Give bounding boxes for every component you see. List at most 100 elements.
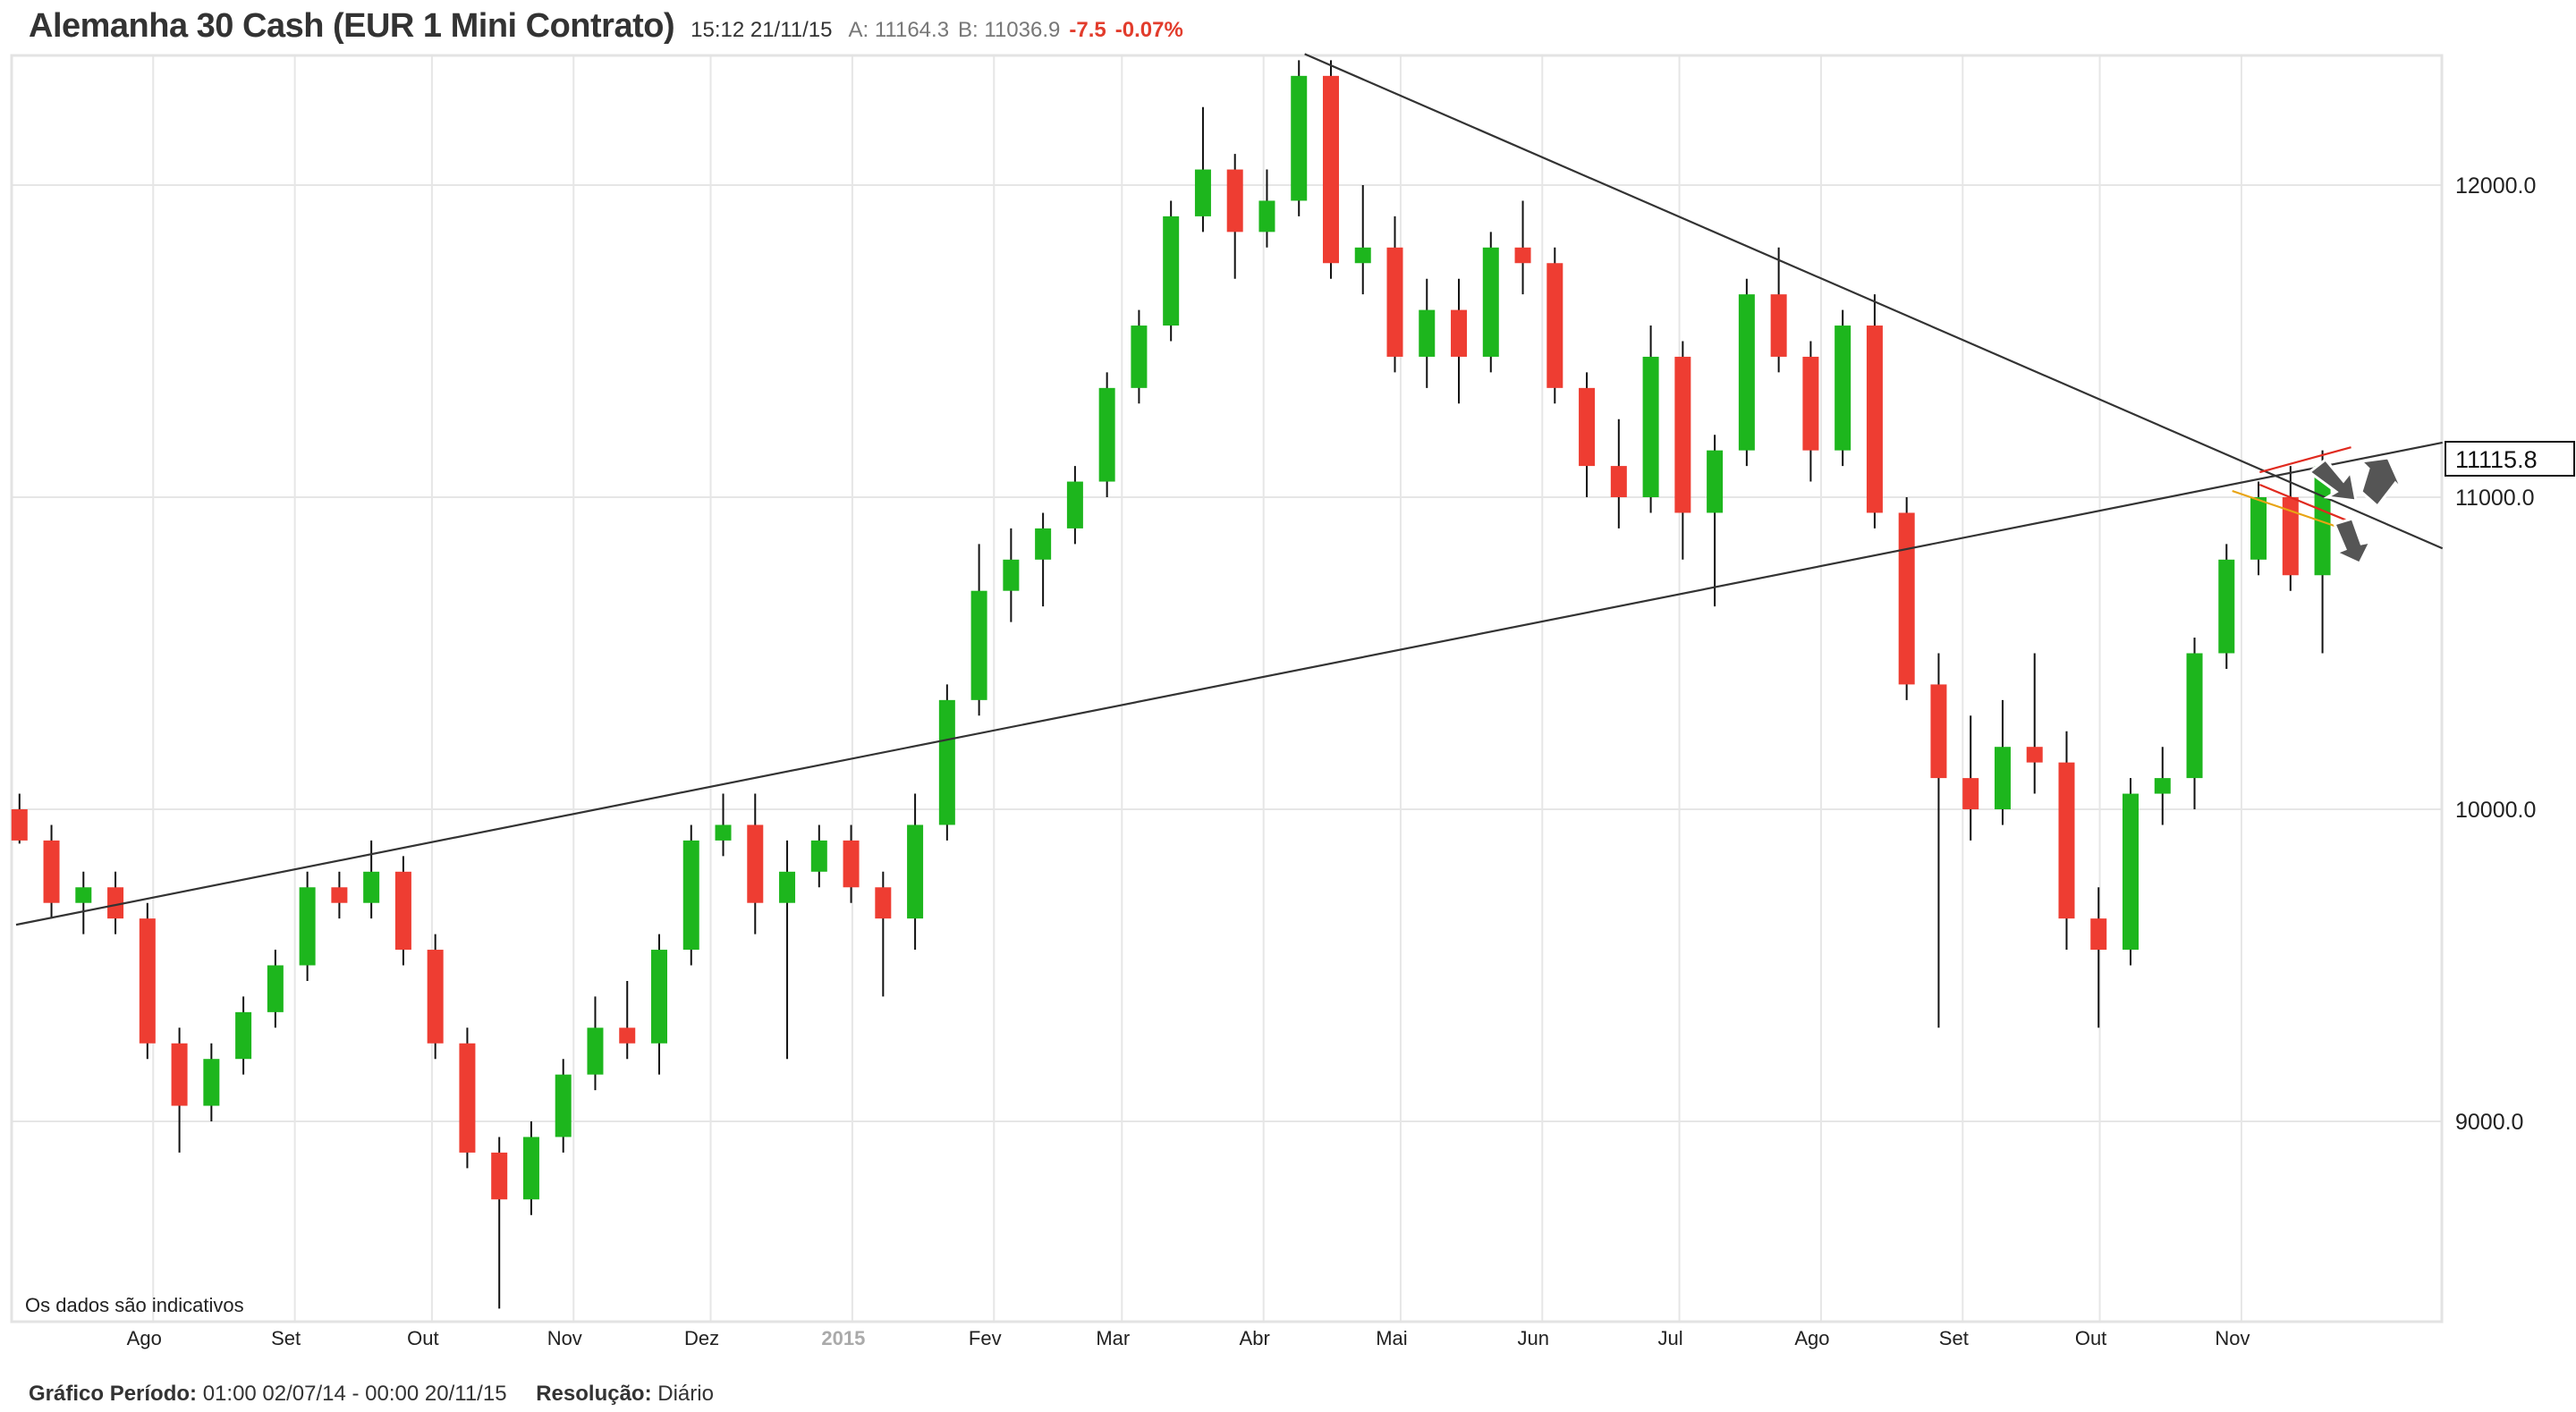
price-change: -7.5 [1069, 18, 1106, 42]
candle-up [907, 824, 924, 919]
quote-time: 15:12 21/11/15 [691, 18, 833, 42]
candle-down [2090, 918, 2107, 951]
candle-down [1226, 169, 1243, 233]
x-tick-label: Mar [1096, 1327, 1130, 1349]
x-tick-label: Jul [1658, 1327, 1683, 1349]
x-tick-label: Jun [1518, 1327, 1549, 1349]
candle-up [1835, 326, 1852, 451]
candle-down [2058, 762, 2075, 919]
x-tick-label: Out [407, 1327, 438, 1349]
trendline [1304, 53, 2444, 550]
x-tick-label: Abr [1240, 1327, 1270, 1349]
candle-up [1642, 356, 1659, 497]
candle-up [938, 699, 955, 825]
candle-down [875, 887, 892, 919]
x-tick-label: Out [2075, 1327, 2106, 1349]
x-tick-label: Ago [1794, 1327, 1829, 1349]
y-tick-label: 12000.0 [2455, 173, 2536, 199]
candle-down [1322, 75, 1339, 264]
candle-down [1962, 778, 1979, 809]
x-tick-label: 2015 [821, 1327, 865, 1349]
candle-up [1035, 528, 1052, 560]
candle-up [970, 590, 987, 700]
candle-down [2026, 747, 2043, 763]
candle-down [747, 824, 764, 903]
candle-up [267, 965, 284, 1012]
candle-up [235, 1011, 252, 1060]
resolution-value: Diário [657, 1382, 714, 1406]
x-tick-label: Fev [969, 1327, 1002, 1349]
x-tick-label: Mai [1376, 1327, 1407, 1349]
x-tick-label: Ago [127, 1327, 162, 1349]
candle-up [2186, 653, 2203, 779]
candle-down [459, 1043, 476, 1153]
candle-down [1386, 247, 1403, 357]
bid-price: B: 11036.9 [958, 18, 1061, 42]
last-price-tag: 11115.8 [2445, 441, 2575, 477]
candle-up [2250, 497, 2267, 560]
trendline [2232, 489, 2351, 533]
candle-down [619, 1027, 636, 1044]
ask-price: A: 11164.3 [848, 18, 950, 42]
direction-arrows [2307, 456, 2404, 565]
candle-up [779, 871, 796, 903]
x-tick-label: Set [1939, 1327, 1969, 1349]
candle-down [1579, 387, 1596, 467]
candle-up [203, 1059, 220, 1106]
candle-down [1802, 356, 1819, 451]
candle-down [1546, 263, 1563, 388]
candle-down [2282, 497, 2299, 576]
candle-up [1098, 387, 1115, 482]
chart-header: Alemanha 30 Cash (EUR 1 Mini Contrato) 1… [29, 7, 1183, 52]
y-tick-label: 10000.0 [2455, 798, 2536, 823]
chart-footer: Gráfico Período: 01:00 02/07/14 - 00:00 … [29, 1382, 714, 1407]
instrument-title: Alemanha 30 Cash (EUR 1 Mini Contrato) [29, 7, 675, 45]
candle-down [1451, 309, 1468, 357]
candle-down [843, 840, 860, 888]
candle-down [1866, 326, 1883, 513]
candle-up [587, 1027, 604, 1075]
disclaimer-note: Os dados são indicativos [25, 1294, 244, 1316]
arrow-down-right-icon [2307, 457, 2358, 503]
candle-down [1674, 356, 1691, 513]
candle-up [810, 840, 827, 872]
candle-down [1514, 247, 1531, 264]
candle-up [1994, 747, 2011, 809]
candle-up [2218, 559, 2235, 654]
candle-up [1163, 216, 1180, 326]
candle-up [1482, 247, 1499, 357]
candle-up [2314, 466, 2331, 576]
candle-down [1930, 684, 1947, 779]
candle-down [43, 840, 60, 903]
candle-up [651, 950, 667, 1044]
candle-down [1898, 512, 1915, 685]
trendlines[interactable] [15, 53, 2444, 926]
candle-down [331, 887, 348, 903]
candle-up [1131, 326, 1148, 388]
candle-up [522, 1137, 539, 1200]
candle-up [75, 887, 92, 903]
arrow-down-icon [2332, 517, 2373, 565]
candle-down [491, 1152, 508, 1200]
candle-up [2154, 778, 2171, 794]
candle-up [1194, 169, 1211, 216]
period-value: 01:00 02/07/14 - 00:00 20/11/15 [202, 1382, 507, 1406]
grid [12, 55, 2442, 1322]
y-axis: 9000.0 10000.0 11000.0 12000.0 [2455, 173, 2536, 1135]
candle-up [1003, 559, 1020, 591]
trendline [2258, 484, 2351, 523]
candle-up [1354, 247, 1371, 264]
candle-down [1610, 466, 1627, 497]
x-tick-label: Dez [684, 1327, 719, 1349]
y-tick-label: 9000.0 [2455, 1110, 2523, 1135]
candle-up [555, 1074, 572, 1137]
x-tick-label: Nov [547, 1327, 582, 1349]
candle-down [1770, 294, 1787, 357]
last-price-value: 11115.8 [2455, 446, 2538, 473]
trendline [2259, 446, 2351, 474]
price-change-percent: -0.07% [1114, 18, 1183, 42]
candlestick-chart[interactable]: 9000.0 10000.0 11000.0 12000.0 Ago Set Out Nov… [0, 0, 2576, 1377]
candle-down [394, 871, 411, 951]
candle-up [1707, 450, 1724, 513]
candle-up [715, 824, 732, 841]
